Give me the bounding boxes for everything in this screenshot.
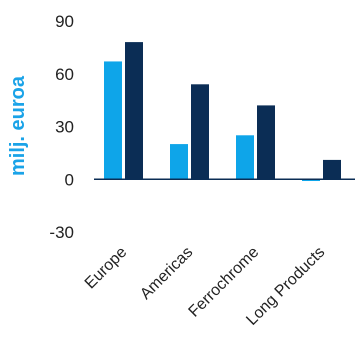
bar — [104, 61, 122, 180]
bar — [236, 135, 254, 180]
y-tick-label: 90 — [55, 12, 74, 31]
bar — [170, 144, 188, 180]
y-tick-label: 30 — [55, 118, 74, 137]
bar — [191, 84, 209, 180]
category-label: Europe — [82, 244, 131, 293]
y-tick-label: 60 — [55, 65, 74, 84]
bars — [104, 42, 341, 182]
bar — [323, 159, 341, 180]
bar — [257, 105, 275, 180]
y-tick-label: 0 — [65, 170, 74, 189]
y-tick-label: -30 — [49, 223, 74, 242]
bar — [125, 42, 143, 180]
y-tick-labels: 90 60 30 0 -30 — [49, 12, 74, 242]
category-label: Americas — [137, 244, 196, 303]
bar — [302, 179, 320, 182]
y-axis-label: milj. euroa — [7, 75, 29, 176]
